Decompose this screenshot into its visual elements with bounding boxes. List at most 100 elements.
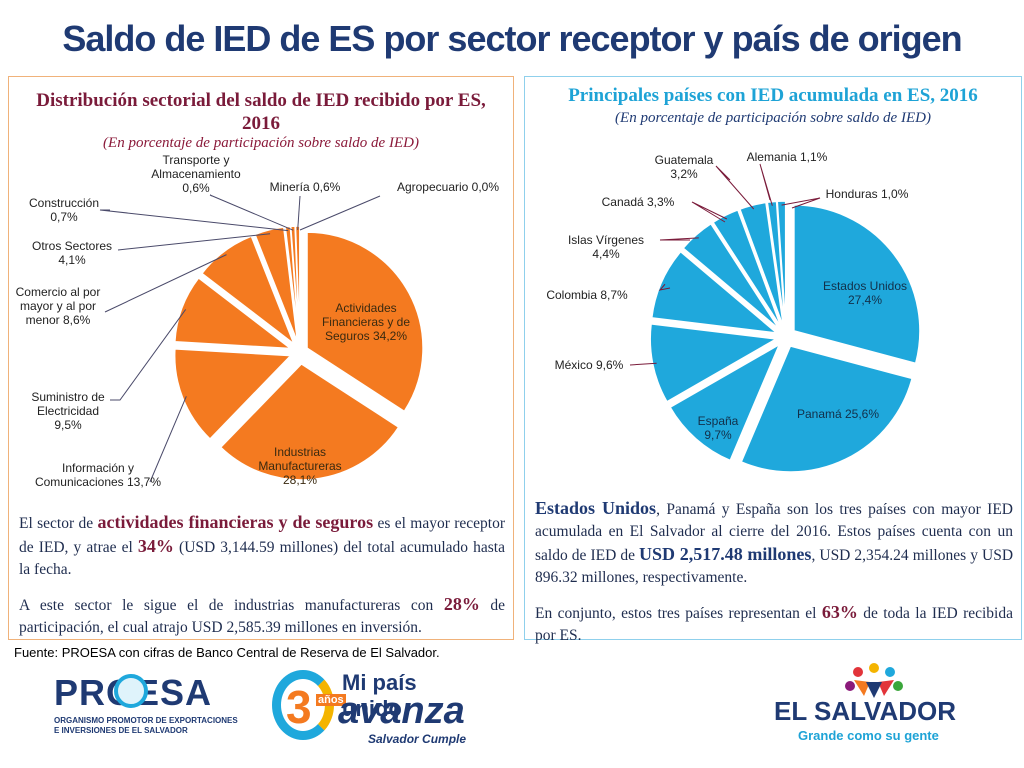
slice-label-line: Actividades [335, 301, 396, 315]
leader-line [99, 209, 289, 232]
highlight-percent: 28% [443, 594, 480, 614]
sector-chart-subtitle: (En porcentaje de participación sobre sa… [103, 135, 419, 151]
slice-label: Otros Sectores 4,1% [32, 239, 112, 267]
slice-label-line: Honduras 1,0% [826, 187, 909, 201]
slice-label-line: Financieras y de [322, 315, 410, 329]
slice-label-line: Almacenamiento [151, 167, 241, 181]
slice-label-line: Construcción [29, 196, 99, 210]
text-run: de toda la IED recibida por ES. [535, 605, 1013, 644]
pie-slice [682, 222, 781, 331]
slice-label-line: 28,1% [283, 473, 317, 487]
slice-label-line: Comunicaciones 13,7% [35, 475, 161, 489]
country-name: EL SALVADOR [774, 696, 957, 726]
highlight-sector: actividades financieras y de seguros [97, 512, 374, 532]
slice-label-line: Electricidad [37, 404, 99, 418]
slice-label: Transporte y Almacenamiento 0,6% [151, 153, 241, 195]
slice-label-line: Panamá 25,6% [797, 407, 879, 421]
slice-label: Información y Comunicaciones 13,7% [35, 461, 161, 489]
leader-line [658, 283, 671, 291]
slice-label-line: Industrias [274, 445, 326, 459]
country-paragraph-1: Estados Unidos, Panamá y España son los … [535, 497, 1013, 589]
leader-line [297, 195, 301, 231]
leader-line [759, 163, 773, 206]
slice-label-line: Islas Vírgenes [568, 233, 644, 247]
sector-panel: Distribución sectorial del saldo de IED … [8, 76, 514, 640]
slice-label-line: Colombia 8,7% [546, 288, 628, 302]
country-chart-title: Principales países con IED acumulada en … [568, 85, 978, 106]
pie-slice [738, 201, 785, 328]
slice-label-line: 27,4% [848, 293, 882, 307]
leader-line [659, 237, 699, 241]
sector-chart-title: Distribución sectorial del saldo de IED … [36, 90, 486, 134]
country-panel: Principales países con IED acumulada en … [524, 76, 1022, 644]
pie-slice [776, 200, 787, 328]
slice-label-line: Minería 0,6% [270, 180, 341, 194]
leader-line [781, 197, 821, 209]
pie-slice [740, 345, 914, 473]
proesa-line1: ORGANISMO PROMOTOR DE EXPORTACIONES [54, 716, 238, 725]
highlight-country: Estados Unidos [535, 498, 657, 518]
slice-label: España 9,7% [698, 414, 739, 442]
slice-label-line: Canadá 3,3% [602, 195, 675, 209]
proesa-line2: E INVERSIONES DE EL SALVADOR [54, 726, 188, 735]
slice-label: Construcción 0,7% [29, 196, 99, 224]
text-run: es el mayor receptor de IED, y atrae el [19, 515, 506, 556]
slice-label-line: 4,1% [58, 253, 86, 267]
proesa-logo: PROESA ORGANISMO PROMOTOR DE EXPORTACION… [36, 668, 266, 746]
text-run: En conjunto, estos tres países represent… [535, 605, 822, 622]
text-run: , USD 2,354.24 millones y USD 896.32 mil… [535, 547, 1014, 586]
pie-slice [649, 323, 779, 403]
slice-label-line: menor 8,6% [26, 313, 91, 327]
slice-label: Minería 0,6% [270, 180, 341, 194]
slice-label: Comercio al por mayor y al por menor 8,6% [16, 285, 101, 327]
pie-slice [173, 348, 293, 441]
leader-line [715, 165, 755, 210]
slice-label-line: Seguros 34,2% [325, 329, 407, 343]
slice-label: Panamá 25,6% [797, 407, 879, 421]
campaign-logo: 3 años Mi país unido avanza Salvador Cum… [272, 668, 472, 752]
slice-label-line: Suministro de [31, 390, 105, 404]
leader-line [299, 195, 381, 231]
text-run: de participación, el cual atrajo USD 2,5… [19, 597, 505, 636]
leader-line [691, 201, 728, 223]
slice-label: Industrias Manufactureras 28,1% [258, 445, 341, 487]
leader-line [209, 194, 294, 231]
country-tag: Grande como su gente [798, 728, 939, 743]
pie-slice [253, 226, 299, 343]
slice-label: México 9,6% [555, 358, 624, 372]
country-chart-subtitle: (En porcentaje de participación sobre sa… [615, 110, 931, 126]
pie-slice [711, 208, 783, 329]
slice-label-line: 9,5% [54, 418, 82, 432]
slice-label: Alemania 1,1% [747, 150, 828, 164]
slice-label: Suministro de Electricidad 9,5% [31, 390, 105, 432]
campaign-line1: Mi país unido [342, 670, 417, 721]
pie-slice [306, 231, 424, 413]
sector-paragraph-2: A este sector le sigue el de industrias … [19, 593, 505, 639]
text-run: (USD 3,144.59 millones) del total acumul… [19, 539, 505, 578]
slice-label-line: Información y [62, 461, 134, 475]
text-run: A este sector le sigue el de industrias … [19, 597, 444, 614]
slice-label: Colombia 8,7% [546, 288, 628, 302]
leader-line [629, 362, 657, 366]
leader-line [110, 309, 187, 401]
slice-label: Islas Vírgenes 4,4% [568, 233, 644, 261]
slice-label-line: 3,2% [670, 167, 698, 181]
slice-label-line: Alemania 1,1% [747, 150, 828, 164]
slice-label-line: España [698, 414, 739, 428]
campaign-tag: Salvador Cumple [368, 732, 467, 746]
country-pie: Estados Unidos 27,4% Panamá 25,6% España 9,7… [546, 150, 921, 473]
pie-slice [669, 342, 781, 462]
highlight-percent: 63% [821, 602, 858, 622]
slice-label: Honduras 1,0% [826, 187, 909, 201]
source-note: Fuente: PROESA con cifras de Banco Centr… [14, 645, 440, 660]
slice-label-line: Guatemala [655, 153, 714, 167]
leader-line [117, 233, 271, 251]
country-paragraph-2: En conjunto, estos tres países represent… [535, 601, 1013, 647]
slice-label-line: Comercio al por [16, 285, 101, 299]
slice-label-line: 9,7% [704, 428, 732, 442]
highlight-percent: 34% [137, 536, 174, 556]
slice-label-line: mayor y al por [20, 299, 96, 313]
text-run: , Panamá y España son los tres países co… [535, 501, 1013, 564]
slice-label-line: México 9,6% [555, 358, 624, 372]
